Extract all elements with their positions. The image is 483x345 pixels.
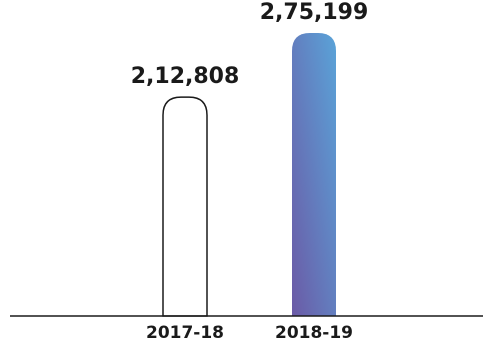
data-label-2018-19: 2,75,199 (260, 0, 369, 25)
tick-label-2017-18: 2017-18 (146, 323, 224, 343)
bar-2018-19 (292, 32, 336, 316)
tick-label-2018-19: 2018-19 (275, 323, 353, 343)
bar-2017-18 (162, 96, 208, 317)
data-label-2017-18: 2,12,808 (131, 64, 240, 89)
